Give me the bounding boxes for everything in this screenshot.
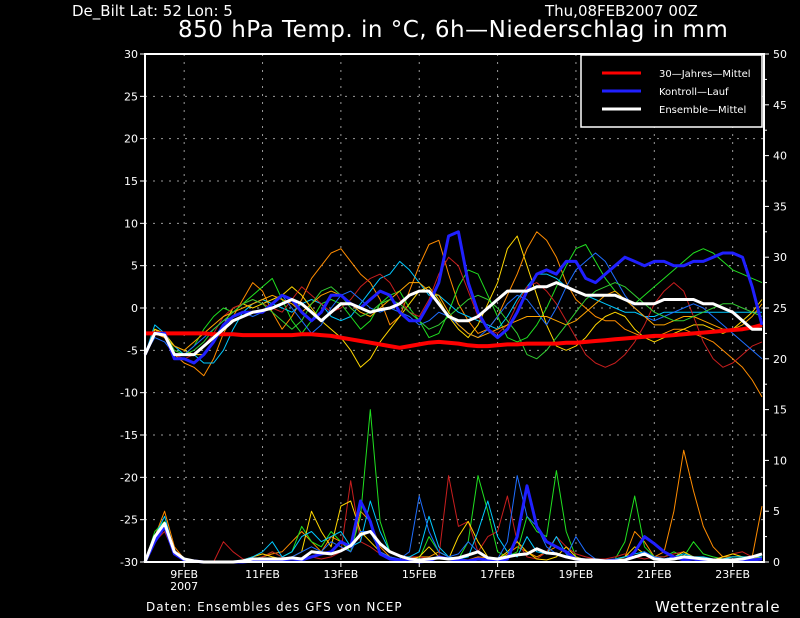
axes: 302520151050-5-10-15-20-25-3050454035302… [120, 48, 787, 593]
right-tick-label: 30 [773, 251, 787, 264]
x-tick-label: 9FEB [170, 568, 198, 581]
left-tick-label: 30 [124, 48, 138, 61]
series-layer [143, 230, 764, 564]
temp-member-line [144, 244, 763, 356]
precip-control-run-line [143, 484, 763, 564]
right-tick-label: 40 [773, 150, 787, 163]
left-tick-label: 20 [124, 133, 138, 146]
x-tick-label: 13FEB [323, 568, 358, 581]
right-tick-label: 50 [773, 48, 787, 61]
right-tick-label: 25 [773, 302, 787, 315]
x-tick-label: 15FEB [402, 568, 437, 581]
precip-ensemble-mean-line [143, 521, 763, 564]
data-source: Daten: Ensembles des GFS von NCEP [146, 600, 403, 614]
chart-title: 850 hPa Temp. in °C, 6h—Niederschlag in … [178, 17, 729, 43]
right-tick-label: 15 [773, 404, 787, 417]
right-tick-label: 35 [773, 200, 787, 213]
precip-member-line [144, 409, 763, 563]
left-tick-label: -20 [120, 471, 138, 484]
x-tick-label: 11FEB [245, 568, 280, 581]
temp-member-line [144, 282, 763, 360]
right-tick-label: 0 [773, 556, 780, 569]
left-tick-label: 10 [124, 217, 138, 230]
model-run-time: Thu,08FEB2007 00Z [545, 2, 698, 20]
temp-ensemble-mean-line [143, 281, 762, 357]
temp-member-line [144, 235, 763, 368]
x-tick-label: 17FEB [480, 568, 515, 581]
x-tick-sublabel: 2007 [170, 580, 198, 593]
legend-label-ensemble-mean: Ensemble—Mittel [659, 105, 746, 116]
left-tick-label: 25 [124, 90, 138, 103]
left-tick-label: -15 [120, 429, 138, 442]
left-tick-label: -5 [127, 344, 138, 357]
right-tick-label: 20 [773, 353, 787, 366]
left-tick-label: -30 [120, 556, 138, 569]
left-tick-label: -25 [120, 514, 138, 527]
right-tick-label: 5 [773, 505, 780, 518]
right-tick-label: 10 [773, 454, 787, 467]
brand-name: Wetterzentrale [655, 598, 781, 616]
legend-label-control-run: Kontroll—Lauf [659, 87, 729, 98]
x-tick-label: 21FEB [637, 568, 672, 581]
legend-label-climate-mean: 30—Jahres—Mittel [659, 69, 751, 80]
station-info: De_Bilt Lat: 52 Lon: 5 [72, 2, 233, 20]
left-tick-label: 5 [131, 260, 138, 273]
left-tick-label: 15 [124, 175, 138, 188]
left-tick-label: -10 [120, 387, 138, 400]
temp-climate-mean-line [145, 322, 763, 350]
temp-control-run-line [143, 230, 764, 365]
right-tick-label: 45 [773, 99, 787, 112]
x-tick-label: 19FEB [559, 568, 594, 581]
x-tick-label: 23FEB [715, 568, 750, 581]
precip-member-line [144, 449, 763, 563]
legend: 30—Jahres—Mittel Kontroll—Lauf Ensemble—… [580, 54, 763, 128]
left-tick-label: 0 [131, 302, 138, 315]
